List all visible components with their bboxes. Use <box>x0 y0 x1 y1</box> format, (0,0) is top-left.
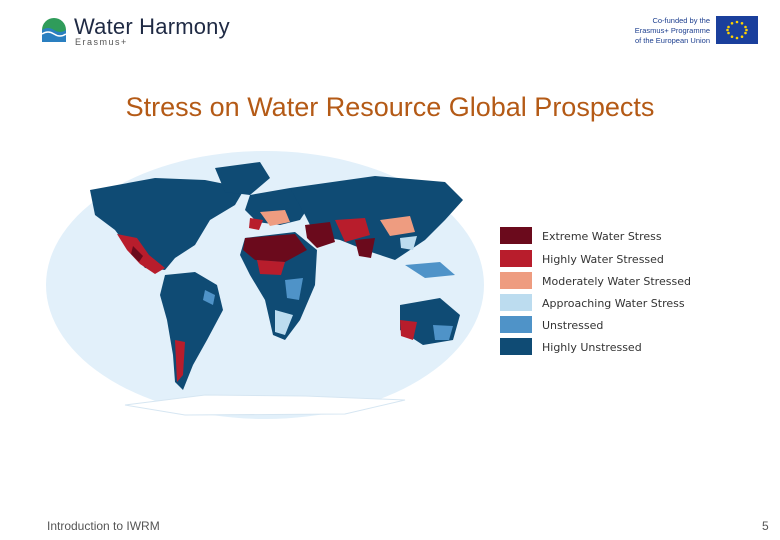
footer-text: Introduction to IWRM <box>47 519 160 533</box>
world-water-stress-map <box>45 150 485 420</box>
page-number: 5 <box>762 519 769 533</box>
logo-subtitle: Erasmus+ <box>75 37 128 47</box>
legend-item: Extreme Water Stress <box>500 227 760 245</box>
legend-swatch <box>500 316 532 333</box>
eu-flag-icon <box>716 16 758 44</box>
legend-label: Highly Water Stressed <box>542 253 664 266</box>
legend-label: Highly Unstressed <box>542 341 642 354</box>
eu-text-line: of the European Union <box>634 36 710 45</box>
water-harmony-logo: Water Harmony Erasmus+ <box>40 14 240 48</box>
legend-item: Moderately Water Stressed <box>500 272 760 290</box>
legend-swatch <box>500 294 532 311</box>
legend-swatch <box>500 250 532 267</box>
legend-item: Highly Unstressed <box>500 338 760 356</box>
eu-cofunded-logo: Co-funded by the Erasmus+ Programme of t… <box>620 16 760 48</box>
water-drop-icon <box>41 18 67 42</box>
legend-swatch <box>500 227 532 244</box>
legend-label: Approaching Water Stress <box>542 297 685 310</box>
eu-text-line: Erasmus+ Programme <box>634 26 710 35</box>
legend-label: Unstressed <box>542 319 604 332</box>
logo-title: Water Harmony <box>74 14 230 39</box>
eu-cofunded-text: Co-funded by the Erasmus+ Programme of t… <box>620 16 710 46</box>
legend-label: Moderately Water Stressed <box>542 275 691 288</box>
legend-item: Approaching Water Stress <box>500 294 760 312</box>
legend-label: Extreme Water Stress <box>542 230 662 243</box>
legend-item: Highly Water Stressed <box>500 250 760 268</box>
legend-item: Unstressed <box>500 316 760 334</box>
legend-swatch <box>500 272 532 289</box>
legend-swatch <box>500 338 532 355</box>
eu-text-line: Co-funded by the <box>652 16 710 25</box>
slide-title: Stress on Water Resource Global Prospect… <box>125 92 655 122</box>
